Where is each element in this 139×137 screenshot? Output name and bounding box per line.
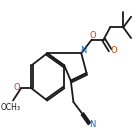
Text: N: N bbox=[80, 46, 86, 55]
Text: OCH₃: OCH₃ bbox=[0, 103, 20, 112]
Text: N: N bbox=[89, 120, 96, 129]
Text: O: O bbox=[13, 83, 20, 92]
Text: O: O bbox=[89, 31, 96, 40]
Text: O: O bbox=[110, 46, 117, 55]
